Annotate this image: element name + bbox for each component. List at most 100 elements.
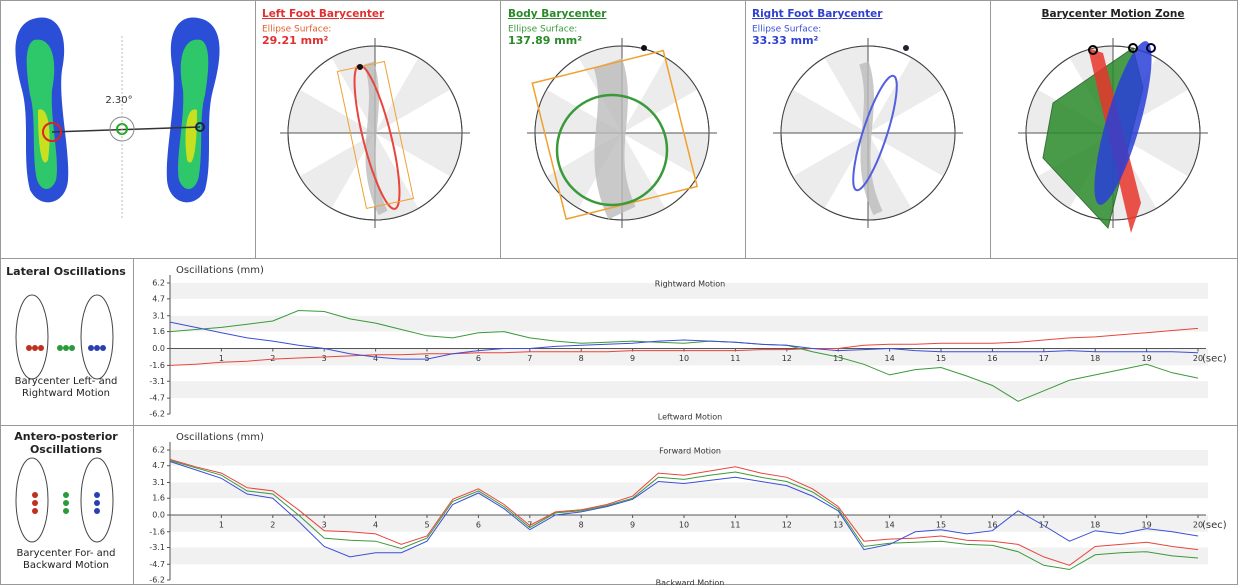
dot xyxy=(32,345,38,351)
dot xyxy=(63,508,69,514)
dot xyxy=(94,492,100,498)
sway-trace xyxy=(608,63,622,213)
x-tick-label: 8 xyxy=(579,521,584,530)
sidebar-caption: Barycenter For- and Backward Motion xyxy=(6,548,126,572)
x-tick-label: 12 xyxy=(782,354,792,363)
foot-pressure: 2.30° xyxy=(15,17,219,220)
x-tick-label: 1 xyxy=(219,521,224,530)
x-tick-label: 14 xyxy=(885,354,895,363)
sidebar-icon xyxy=(16,295,113,379)
annotation: Forward Motion xyxy=(659,447,721,456)
band xyxy=(170,548,1208,565)
surface-value: 137.89 mm² xyxy=(508,34,582,47)
marker xyxy=(641,45,647,51)
x-tick-label: 3 xyxy=(322,354,327,363)
panel-title: Right Foot Barycenter xyxy=(752,8,883,20)
polar-plot xyxy=(773,38,963,228)
annotation: Rightward Motion xyxy=(655,280,725,289)
sidebar-title-text: Antero-posterior Oscillations xyxy=(14,430,118,456)
sidebar-icon xyxy=(16,458,113,542)
sidebar-title: Lateral Oscillations xyxy=(6,266,126,279)
x-tick-label: 13 xyxy=(833,521,843,530)
x-tick-label: 10 xyxy=(679,354,689,363)
x-tick-label: 9 xyxy=(630,354,635,363)
x-tick-label: 5 xyxy=(424,521,429,530)
dot xyxy=(57,345,63,351)
surface-label: Ellipse Surface: xyxy=(508,25,577,35)
y-tick-label: 0.0 xyxy=(152,344,165,353)
dot xyxy=(32,492,38,498)
polar-plots xyxy=(280,37,1208,233)
x-tick-label: 10 xyxy=(679,521,689,530)
dot xyxy=(38,345,44,351)
dot xyxy=(26,345,32,351)
x-tick-label: 3 xyxy=(322,521,327,530)
polar-plot xyxy=(527,38,717,228)
x-tick-label: 16 xyxy=(987,354,997,363)
dot xyxy=(94,500,100,506)
y-tick-label: -6.2 xyxy=(149,410,165,419)
surface-value: 29.21 mm² xyxy=(262,34,329,47)
annotation: Backward Motion xyxy=(656,579,725,585)
sidebar-caption: Barycenter Left- and Rightward Motion xyxy=(6,376,121,400)
y-tick-label: 1.6 xyxy=(152,494,165,503)
band xyxy=(170,381,1208,398)
x-tick-label: 19 xyxy=(1142,354,1152,363)
band xyxy=(170,316,1208,332)
y-tick-label: 3.1 xyxy=(152,311,165,320)
y-axis-label: Oscillations (mm) xyxy=(176,265,264,276)
y-tick-label: 1.6 xyxy=(152,327,165,336)
x-tick-label: 15 xyxy=(936,354,946,363)
panel-title: Barycenter Motion Zone xyxy=(1042,8,1185,20)
dot xyxy=(63,500,69,506)
annotation: Leftward Motion xyxy=(658,413,722,422)
foot-outline xyxy=(16,295,48,379)
x-tick-label: 9 xyxy=(630,521,635,530)
y-tick-label: 0.0 xyxy=(152,511,165,520)
surface-label: Ellipse Surface: xyxy=(262,25,331,35)
y-tick-label: 4.7 xyxy=(152,294,165,303)
foot-angle: 2.30° xyxy=(105,95,132,106)
x-tick-label: 18 xyxy=(1090,521,1100,530)
polar-plot xyxy=(1018,37,1208,233)
x-axis-label: (sec) xyxy=(1202,354,1227,365)
x-tick-label: 17 xyxy=(1039,354,1049,363)
sidebar-title: Antero-posterior Oscillations xyxy=(6,431,126,457)
dot xyxy=(94,508,100,514)
x-axis-label: (sec) xyxy=(1202,520,1227,531)
y-tick-label: -3.1 xyxy=(149,543,165,552)
y-tick-label: -3.1 xyxy=(149,377,165,386)
foot-outline xyxy=(81,295,113,379)
dot xyxy=(63,492,69,498)
dot xyxy=(63,345,69,351)
y-tick-label: -6.2 xyxy=(149,576,165,585)
y-tick-label: 4.7 xyxy=(152,461,165,470)
dot xyxy=(69,345,75,351)
x-tick-label: 14 xyxy=(885,521,895,530)
x-tick-label: 6 xyxy=(476,521,481,530)
x-tick-label: 15 xyxy=(936,521,946,530)
dot xyxy=(100,345,106,351)
y-tick-label: -4.7 xyxy=(149,394,165,403)
x-tick-label: 8 xyxy=(579,354,584,363)
y-tick-label: 6.2 xyxy=(152,279,165,288)
x-tick-label: 12 xyxy=(782,521,792,530)
y-tick-label: -4.7 xyxy=(149,560,165,569)
marker xyxy=(903,45,909,51)
x-tick-label: 2 xyxy=(270,521,275,530)
x-tick-label: 18 xyxy=(1090,354,1100,363)
dot xyxy=(32,500,38,506)
y-tick-label: -1.6 xyxy=(149,527,165,536)
marker xyxy=(357,64,363,70)
y-tick-label: 6.2 xyxy=(152,446,165,455)
y-tick-label: 3.1 xyxy=(152,478,165,487)
panel-title: Body Barycenter xyxy=(508,8,607,20)
x-tick-label: 11 xyxy=(730,354,740,363)
surface-value: 33.33 mm² xyxy=(752,34,819,47)
band xyxy=(170,483,1208,499)
series-line xyxy=(170,462,1198,557)
foot-outline xyxy=(16,458,48,542)
sidebar-title-text: Lateral Oscillations xyxy=(6,265,126,278)
surface-label: Ellipse Surface: xyxy=(752,25,821,35)
x-tick-label: 11 xyxy=(730,521,740,530)
